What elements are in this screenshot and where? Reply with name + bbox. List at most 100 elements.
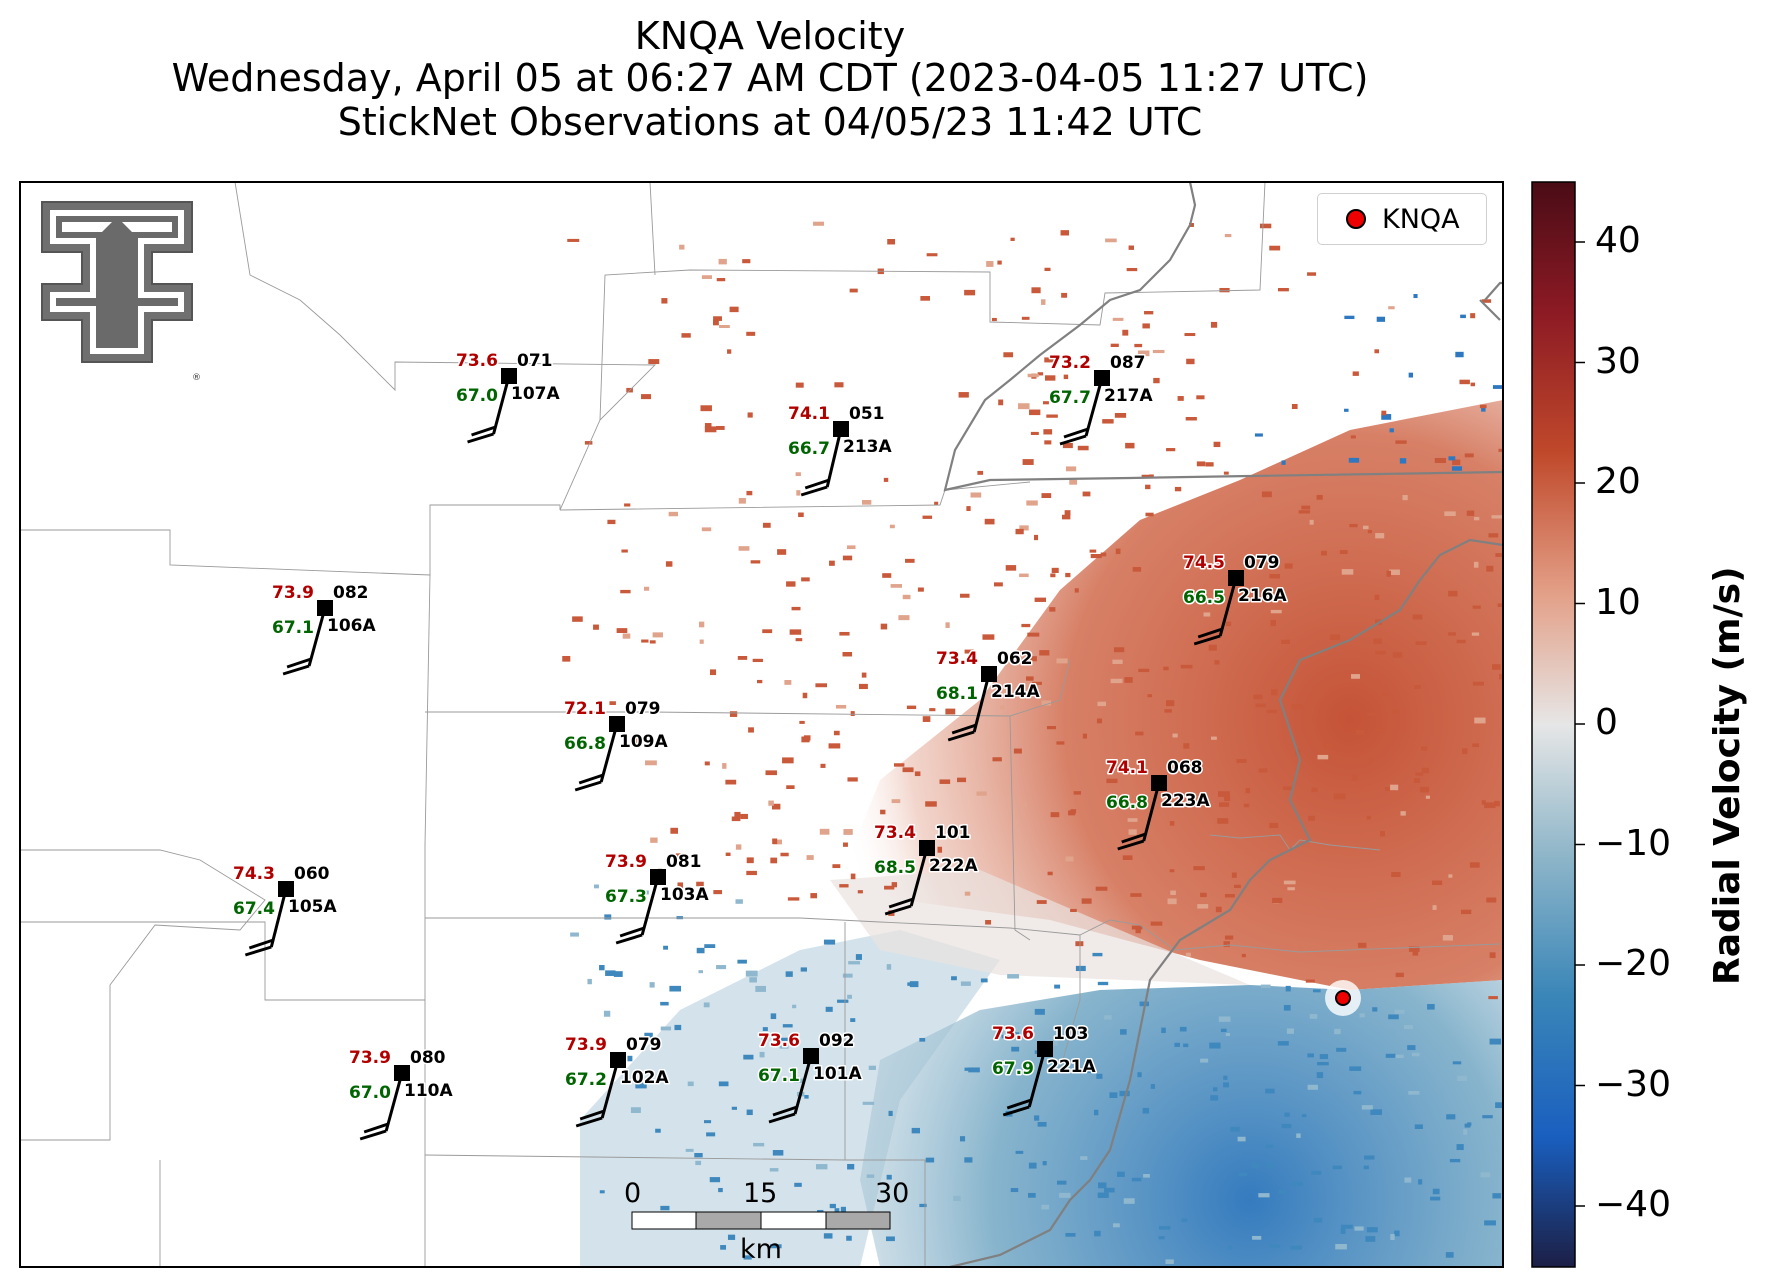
station-temp: 73.9 (565, 1035, 607, 1055)
station-id: 216A (1238, 586, 1287, 606)
station-dewpoint: 67.7 (1049, 388, 1091, 408)
sticknet-stations: 73.6 071 67.0 107A 74.1 051 66.7 213A 73.2 087 67.… (232, 350, 1289, 1141)
station-id: 110A (404, 1081, 453, 1101)
station-id: 103A (660, 885, 709, 905)
wind-barb-flag (1117, 839, 1145, 851)
station-101A[interactable]: 73.6 092 67.1 101A (757, 1030, 864, 1124)
station-dewpoint: 67.3 (605, 887, 647, 907)
station-wind-dir: 079 (1244, 553, 1280, 573)
colorbar-label: Radial Velocity (m/s) (1707, 566, 1748, 985)
wind-barb-staff (640, 876, 660, 936)
station-id: 106A (327, 616, 376, 636)
colorbar-tick-m40: −40 (1595, 1184, 1671, 1225)
station-wind-dir: 082 (333, 583, 369, 603)
station-marker (1228, 570, 1244, 586)
wind-barb-flag (1197, 627, 1223, 639)
station-temp: 74.5 (1183, 553, 1225, 573)
station-marker (1094, 370, 1110, 386)
station-temp: 73.6 (758, 1031, 800, 1051)
wind-barb-flag (888, 897, 914, 909)
station-102A[interactable]: 73.9 079 67.2 102A (564, 1034, 671, 1128)
wind-barb-flag (244, 945, 272, 957)
wind-barb-staff (599, 723, 619, 783)
svg-text:®: ® (192, 373, 201, 383)
wind-barb-staff (1084, 377, 1104, 437)
colorbar-tick-20: 20 (1595, 461, 1641, 502)
station-wind-dir: 103 (1053, 1024, 1089, 1044)
station-wind-dir: 081 (666, 852, 702, 872)
colorbar-tick-30: 30 (1595, 341, 1641, 382)
station-id: 223A (1161, 791, 1210, 811)
station-dewpoint: 66.8 (1106, 793, 1148, 813)
station-106A[interactable]: 73.9 082 67.1 106A (271, 582, 378, 676)
station-105A[interactable]: 74.3 060 67.4 105A (232, 863, 339, 957)
wind-barb-staff (793, 1055, 813, 1115)
station-223A[interactable]: 74.1 068 66.8 223A (1105, 757, 1212, 851)
wind-barb-flag (884, 904, 912, 916)
wind-barb-flag (619, 926, 645, 938)
wind-barb-flag (1059, 434, 1087, 446)
colorbar-tick-m10: −10 (1595, 823, 1671, 864)
station-wind-dir: 079 (625, 699, 661, 719)
station-wind-dir: 092 (819, 1031, 855, 1051)
colorbar-ticks (1575, 241, 1585, 1207)
station-222A[interactable]: 73.4 101 68.5 222A (873, 822, 980, 916)
colorbar-tick-40: 40 (1595, 220, 1641, 261)
station-103A[interactable]: 73.9 081 67.3 103A (604, 851, 711, 945)
tt-logo: ® (41, 201, 201, 383)
wind-barb-staff (1027, 1048, 1047, 1108)
station-wind-dir: 079 (626, 1035, 662, 1055)
station-temp: 73.9 (605, 852, 647, 872)
wind-barb-flag (800, 485, 828, 497)
station-temp: 74.1 (1106, 758, 1148, 778)
knqa-radar-marker[interactable] (1335, 990, 1351, 1006)
station-213A[interactable]: 74.1 051 66.7 213A (787, 403, 894, 497)
wind-barb-flag (1063, 427, 1089, 439)
station-107A[interactable]: 73.6 071 67.0 107A (455, 350, 562, 444)
velocity-field (562, 221, 1503, 1267)
station-dewpoint: 67.9 (992, 1059, 1034, 1079)
station-id: 221A (1047, 1057, 1096, 1077)
county-boundaries (20, 182, 1501, 1267)
station-110A[interactable]: 73.9 080 67.0 110A (348, 1047, 455, 1141)
station-214A[interactable]: 73.4 062 68.1 214A (935, 648, 1042, 742)
station-id: 109A (619, 732, 668, 752)
wind-barb-staff (384, 1072, 404, 1132)
station-dewpoint: 67.2 (565, 1070, 607, 1090)
wind-barb-flag (768, 1112, 796, 1124)
station-109A[interactable]: 72.1 079 66.8 109A (563, 698, 670, 792)
legend: KNQA (1317, 193, 1487, 245)
wind-barb-flag (359, 1129, 387, 1141)
station-temp: 73.9 (272, 583, 314, 603)
station-217A[interactable]: 73.2 087 67.7 217A (1048, 352, 1155, 446)
wind-barb-staff (1218, 577, 1238, 637)
station-wind-dir: 087 (1110, 353, 1146, 373)
station-id: 214A (991, 682, 1040, 702)
wind-barb-flag (575, 1116, 603, 1128)
wind-barb-staff (600, 1059, 620, 1119)
station-temp: 73.2 (1049, 353, 1091, 373)
wind-barb-flag (363, 1122, 389, 1134)
station-221A[interactable]: 73.6 103 67.9 221A (991, 1023, 1098, 1117)
station-id: 105A (288, 897, 337, 917)
scale-label-15: 15 (743, 1178, 778, 1209)
legend-label: KNQA (1382, 203, 1460, 235)
wind-barb-staff (825, 428, 843, 488)
station-marker (1151, 775, 1167, 791)
map-frame (19, 181, 1504, 1268)
scale-label-30: 30 (875, 1178, 910, 1209)
station-id: 217A (1104, 386, 1153, 406)
wind-barb-staff (972, 673, 991, 733)
station-dewpoint: 66.7 (788, 439, 830, 459)
colorbar-tick-10: 10 (1595, 582, 1641, 623)
station-216A[interactable]: 74.5 079 66.5 216A (1182, 552, 1289, 646)
station-wind-dir: 071 (517, 351, 553, 371)
wind-barb-flag (1193, 634, 1221, 646)
station-marker (278, 881, 294, 897)
wind-barb-flag (1121, 832, 1147, 844)
wind-barb-flag (772, 1105, 798, 1117)
wind-barb-staff (492, 375, 511, 435)
station-wind-dir: 051 (849, 404, 885, 424)
wind-barb-flag (951, 723, 977, 735)
